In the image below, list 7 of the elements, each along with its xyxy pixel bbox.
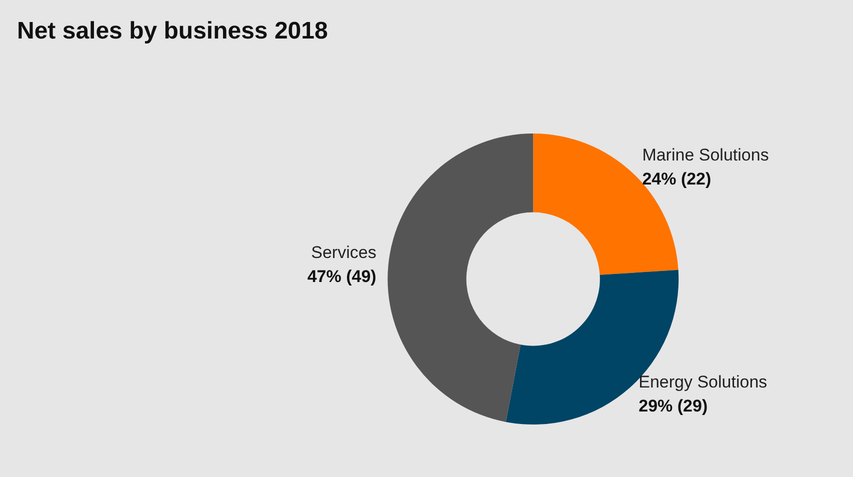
data-label: 29% (29) <box>638 396 708 416</box>
data-label: 24% (22) <box>642 170 712 189</box>
chart-title: Net sales by business 2018 <box>17 18 328 44</box>
data-label: 47% (49) <box>307 267 376 286</box>
slice-label: Marine Solutions <box>642 146 769 165</box>
slice-label: Services <box>311 243 376 262</box>
slice-label: Energy Solutions <box>638 372 768 392</box>
